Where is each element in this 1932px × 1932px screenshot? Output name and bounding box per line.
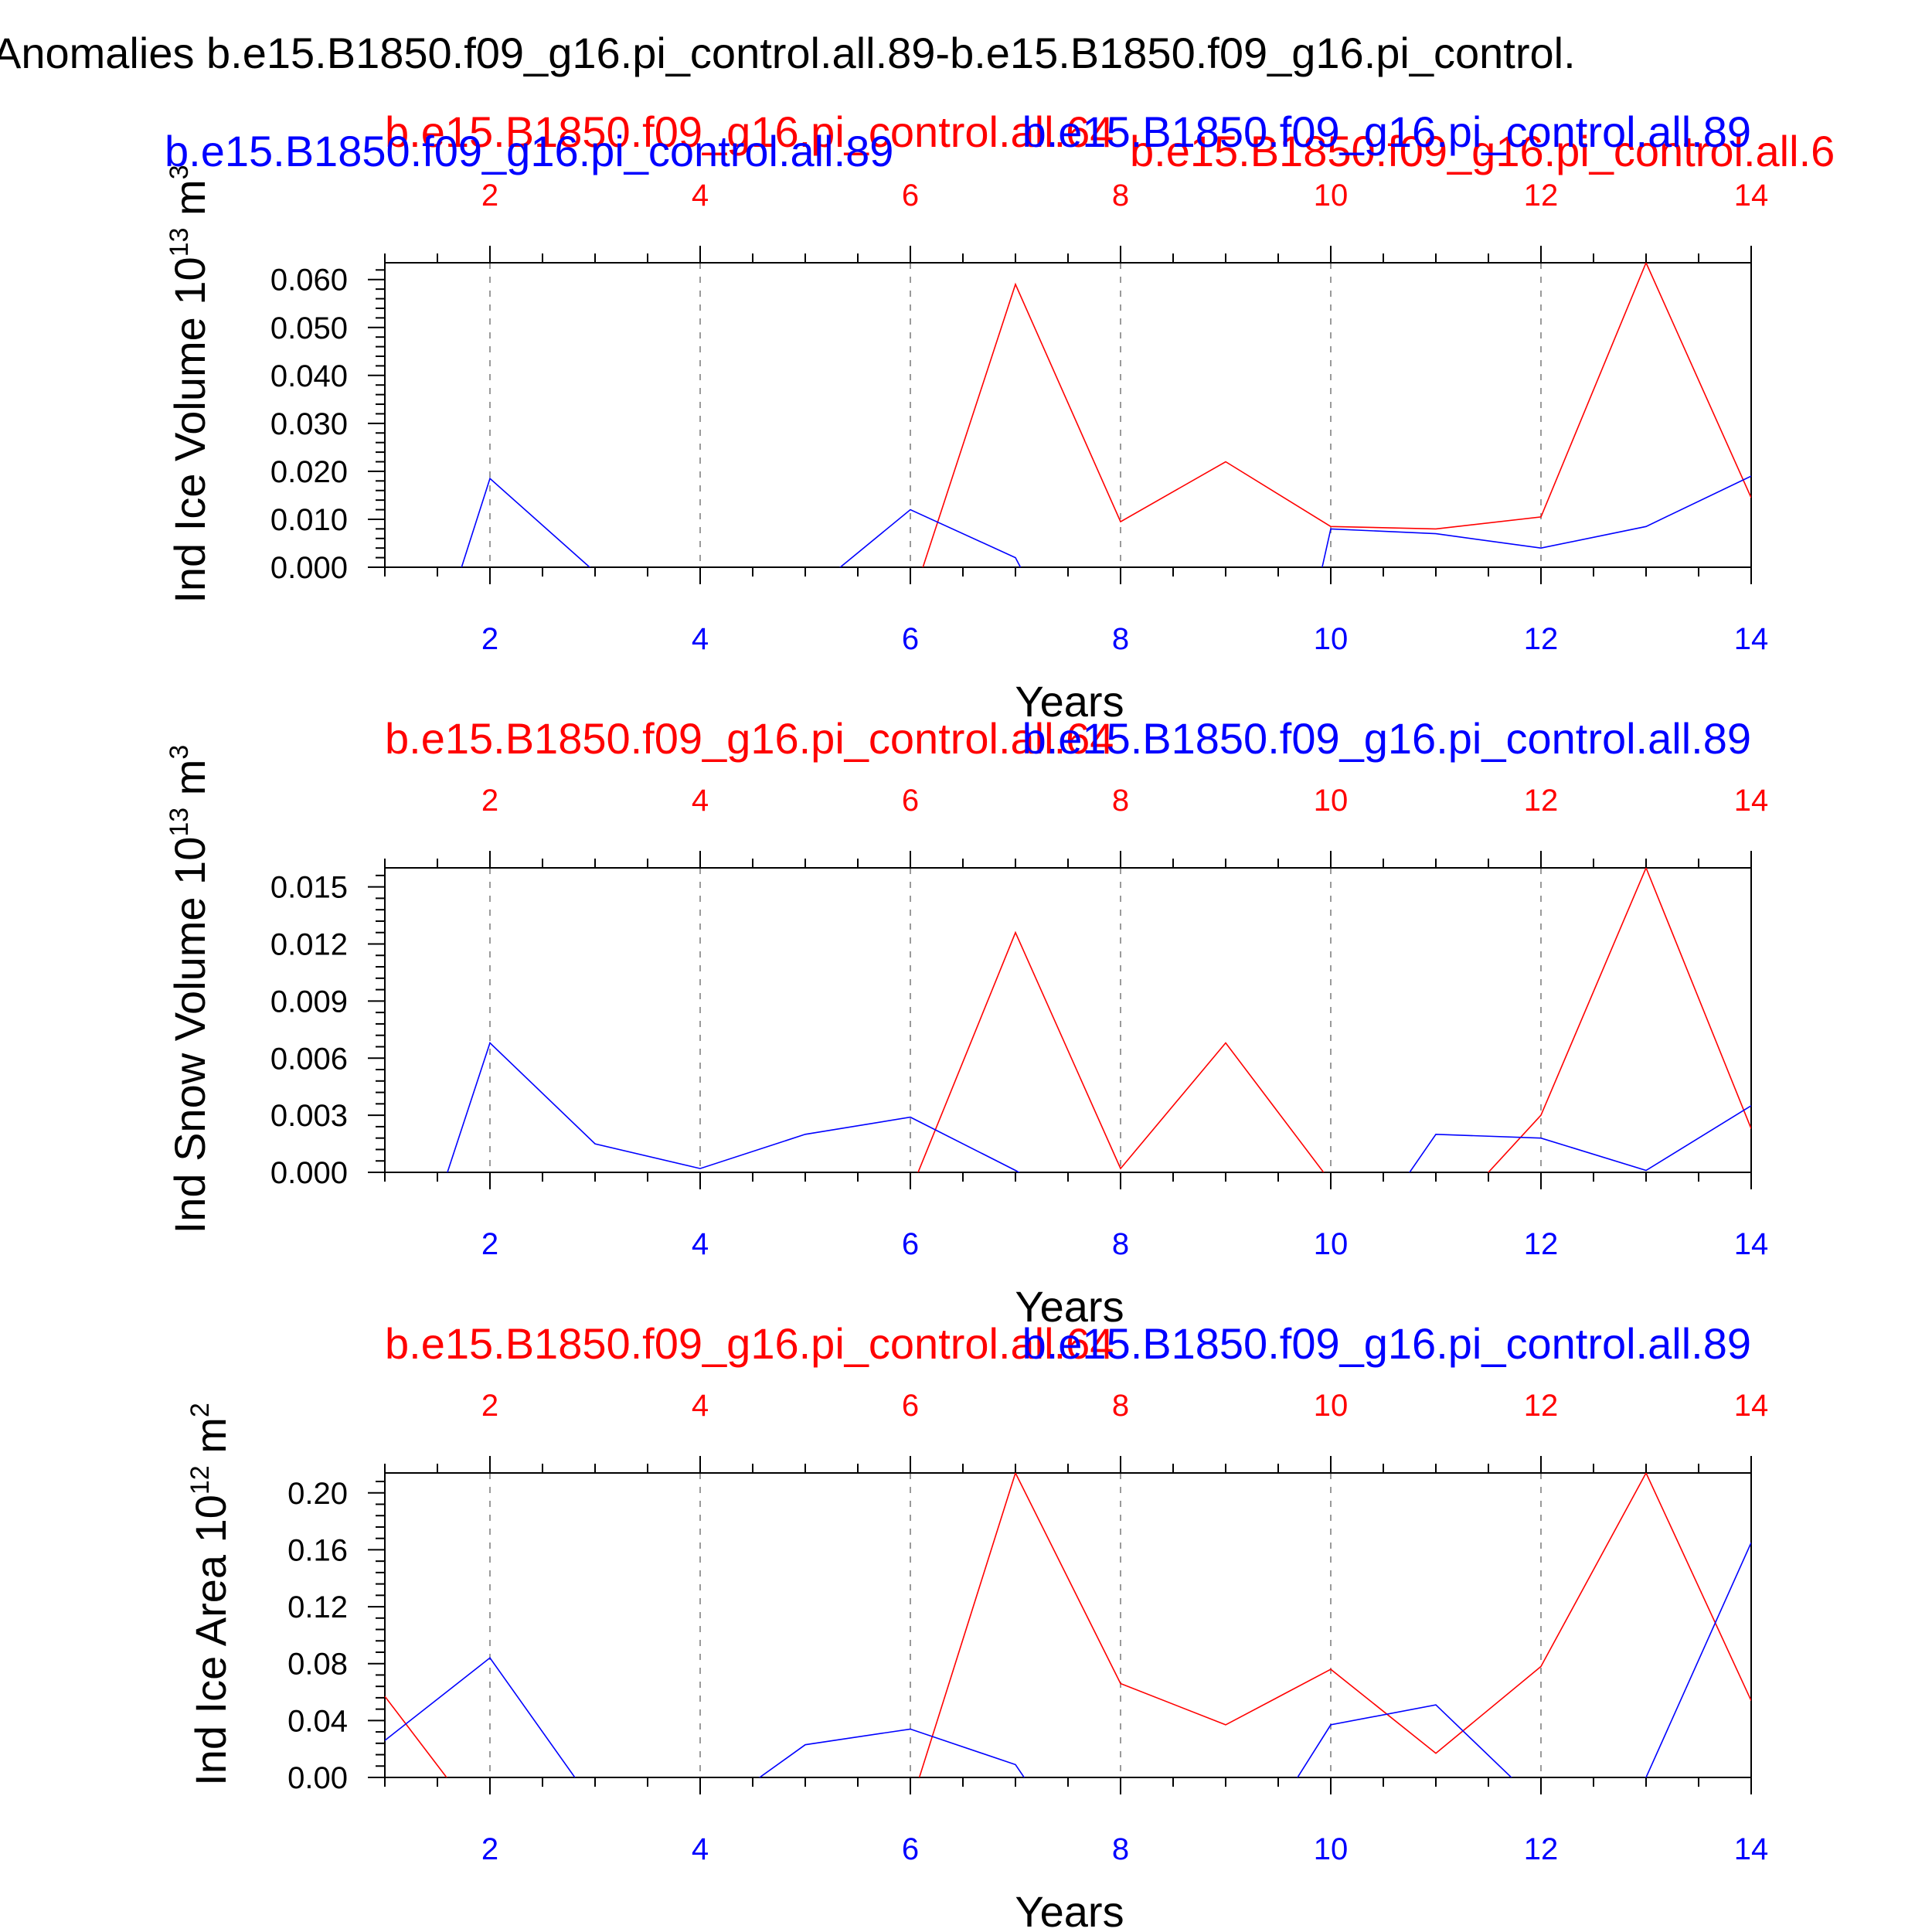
plot-frame: [384, 867, 1752, 1173]
x-axis-label: Years: [1015, 1887, 1124, 1932]
x-tick-label-top: 2: [481, 784, 498, 818]
figure-title: Anomalies b.e15.B1850.f09_g16.pi_control…: [0, 29, 1576, 77]
y-tick-label: 0.20: [287, 1477, 348, 1511]
x-tick-label-bottom: 2: [481, 1227, 498, 1261]
x-tick-label-top: 14: [1734, 784, 1769, 818]
x-tick-label-top: 12: [1524, 784, 1559, 818]
x-tick-label-top: 4: [692, 1389, 709, 1423]
series-label-red: b.e15.B1850.f09_g16.pi_control.all.64: [385, 1319, 1114, 1368]
series-label-blue: b.e15.B1850.f09_g16.pi_control.all.89: [1022, 714, 1751, 763]
series-line-blue: [461, 475, 1751, 567]
y-tick-label: 0.060: [270, 264, 348, 298]
y-tick-label: 0.08: [287, 1648, 348, 1682]
panel-2: 0.000 0.003 0.006 0.009 0.012 0.015 2 2 4 4 6 6 8 8 10…: [165, 714, 1769, 1331]
x-tick-label-top: 14: [1734, 1389, 1769, 1423]
y-axis-label: Ind Snow Volume 1013 m3: [165, 745, 214, 1234]
x-tick-label-bottom: 6: [902, 1832, 919, 1866]
x-tick-label-bottom: 4: [692, 622, 709, 656]
y-tick-label: 0.003: [270, 1099, 348, 1133]
x-tick-label-top: 10: [1314, 1389, 1349, 1423]
y-tick-label: 0.009: [270, 985, 348, 1019]
x-tick-label-bottom: 6: [902, 1227, 919, 1261]
panel-3: 0.00 0.04 0.08 0.12 0.16 0.20 2 2 4 4 6 6 8 8 10 10 12 12…: [185, 1319, 1768, 1932]
x-tick-label-bottom: 10: [1314, 1832, 1349, 1866]
y-tick-label: 0.012: [270, 928, 348, 962]
series-line-red: [917, 868, 1751, 1172]
x-tick-label-bottom: 8: [1112, 1227, 1129, 1261]
x-tick-label-bottom: 14: [1734, 622, 1769, 656]
x-tick-label-top: 4: [692, 784, 709, 818]
series-label-blue-secondary: b.e15.B1850.f09_g16.pi_control.all.89: [165, 127, 893, 175]
x-tick-label-bottom: 2: [481, 1832, 498, 1866]
series-line-red: [385, 1473, 1751, 1777]
x-tick-label-top: 14: [1734, 179, 1769, 213]
x-tick-label-top: 6: [902, 179, 919, 213]
plot-frame: [384, 262, 1752, 568]
x-tick-label-bottom: 8: [1112, 1832, 1129, 1866]
x-tick-label-top: 8: [1112, 784, 1129, 818]
x-tick-label-bottom: 10: [1314, 1227, 1349, 1261]
top-panel-extra-series-label: b.e15.B1850.f09_g16.pi_control.all.6: [1130, 127, 1835, 175]
y-tick-label: 0.015: [270, 871, 348, 905]
y-tick-label: 0.00: [287, 1761, 348, 1795]
x-tick-label-bottom: 10: [1314, 622, 1349, 656]
series-label-blue: b.e15.B1850.f09_g16.pi_control.all.89: [1022, 107, 1751, 156]
y-tick-label: 0.16: [287, 1533, 348, 1567]
y-tick-label: 0.04: [287, 1704, 348, 1738]
x-tick-label-bottom: 14: [1734, 1227, 1769, 1261]
x-tick-label-bottom: 2: [481, 622, 498, 656]
y-tick-label: 0.010: [270, 503, 348, 537]
y-tick-label: 0.030: [270, 407, 348, 441]
series-label-blue: b.e15.B1850.f09_g16.pi_control.all.89: [1022, 1319, 1751, 1368]
x-axis-label: Years: [1015, 677, 1124, 726]
x-tick-label-top: 10: [1314, 179, 1349, 213]
x-tick-label-bottom: 12: [1524, 1832, 1559, 1866]
y-tick-label: 0.040: [270, 359, 348, 393]
x-tick-label-top: 6: [902, 1389, 919, 1423]
x-tick-label-top: 2: [481, 179, 498, 213]
x-axis-label: Years: [1015, 1282, 1124, 1331]
x-tick-label-bottom: 14: [1734, 1832, 1769, 1866]
x-tick-label-top: 2: [481, 1389, 498, 1423]
x-tick-label-bottom: 6: [902, 622, 919, 656]
panel-1: 0.000 0.010 0.020 0.030 0.040 0.050 0.060 2 2 4 4 6…: [165, 107, 1769, 726]
y-tick-label: 0.000: [270, 1156, 348, 1190]
x-tick-label-top: 6: [902, 784, 919, 818]
series-label-red: b.e15.B1850.f09_g16.pi_control.all.64: [385, 714, 1114, 763]
y-tick-label: 0.020: [270, 455, 348, 489]
y-tick-label: 0.000: [270, 551, 348, 585]
x-tick-label-bottom: 4: [692, 1832, 709, 1866]
plot-frame: [384, 1472, 1752, 1778]
y-tick-label: 0.050: [270, 311, 348, 345]
y-axis-label: Ind Ice Volume 1013 m3: [165, 165, 214, 603]
x-tick-label-top: 8: [1112, 179, 1129, 213]
y-tick-label: 0.12: [287, 1590, 348, 1624]
x-tick-label-top: 10: [1314, 784, 1349, 818]
x-tick-label-bottom: 12: [1524, 622, 1559, 656]
x-tick-label-bottom: 12: [1524, 1227, 1559, 1261]
y-axis-label: Ind Ice Area 1012 m2: [185, 1403, 235, 1786]
x-tick-label-top: 4: [692, 179, 709, 213]
series-label-red: b.e15.B1850.f09_g16.pi_control.all.64: [385, 107, 1114, 156]
y-tick-label: 0.006: [270, 1042, 348, 1076]
x-tick-label-bottom: 4: [692, 1227, 709, 1261]
x-tick-label-bottom: 8: [1112, 622, 1129, 656]
x-tick-label-top: 8: [1112, 1389, 1129, 1423]
x-tick-label-top: 12: [1524, 1389, 1559, 1423]
x-tick-label-top: 12: [1524, 179, 1559, 213]
series-line-blue: [447, 1042, 1751, 1172]
